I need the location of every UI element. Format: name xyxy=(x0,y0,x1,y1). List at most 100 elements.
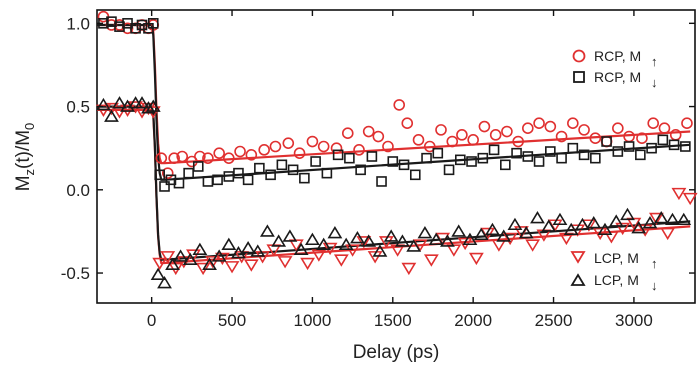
data-point xyxy=(647,117,660,130)
data-point xyxy=(623,130,635,143)
data-point xyxy=(202,176,214,187)
data-point xyxy=(597,222,613,236)
x-tick-label: 500 xyxy=(218,311,246,330)
data-point xyxy=(306,135,319,148)
data-point xyxy=(211,249,227,262)
data-point xyxy=(530,211,545,224)
data-point xyxy=(282,137,295,149)
axis-ticks: 0 500 1000 1500 2000 2500 3000 -0.5 0.0 0.5 1.0 xyxy=(61,10,695,330)
data-point xyxy=(462,232,478,246)
data-point xyxy=(642,216,658,229)
data-point xyxy=(96,104,111,117)
data-point xyxy=(518,226,534,239)
legend-label-rcp-up: RCP, M xyxy=(594,48,641,64)
data-point xyxy=(522,122,534,134)
data-point xyxy=(221,237,237,251)
data-point xyxy=(398,159,410,171)
data-point xyxy=(488,144,500,156)
data-point xyxy=(224,261,240,274)
data-point xyxy=(287,164,299,176)
y-axis-label-sub2: 0 xyxy=(22,123,37,130)
data-point xyxy=(182,252,198,266)
data-point xyxy=(552,212,568,226)
legend-arrow-up-icon: ↑ xyxy=(651,54,658,69)
data-point xyxy=(485,222,500,236)
data-point xyxy=(223,152,235,164)
data-point xyxy=(393,99,406,111)
data-point xyxy=(293,147,306,159)
legend-item-rcp-up: RCP, M ↑ xyxy=(572,48,658,69)
data-point xyxy=(362,125,375,138)
data-point xyxy=(507,217,523,231)
data-point xyxy=(316,237,332,251)
data-point xyxy=(173,249,189,262)
legend-marker-square xyxy=(573,71,585,83)
data-point xyxy=(525,239,541,252)
data-point xyxy=(160,251,176,264)
data-point xyxy=(533,156,545,167)
data-point xyxy=(567,142,579,154)
legend-upper: RCP, M ↑ RCP, M ↓ xyxy=(572,48,658,90)
data-point xyxy=(304,232,320,246)
data-point xyxy=(489,129,502,141)
data-point xyxy=(512,135,524,148)
data-point xyxy=(575,217,590,231)
data-point xyxy=(277,256,293,269)
data-point xyxy=(367,251,383,264)
y-axis-label-sub1: z xyxy=(22,169,37,176)
data-point xyxy=(533,117,545,130)
legend-arrow-down-icon: ↓ xyxy=(651,75,658,90)
data-point xyxy=(269,140,282,153)
data-point xyxy=(468,252,484,266)
data-point xyxy=(649,212,664,226)
data-point xyxy=(104,109,119,122)
data-point xyxy=(276,159,288,171)
data-point xyxy=(603,231,619,244)
legend-label-rcp-down: RCP, M xyxy=(594,69,641,85)
data-point xyxy=(327,226,343,239)
fit-line-3 xyxy=(97,108,691,265)
data-point xyxy=(165,174,177,186)
data-point xyxy=(417,226,433,239)
data-point xyxy=(383,229,399,242)
data-point xyxy=(601,136,612,147)
data-point xyxy=(501,125,513,138)
data-point xyxy=(317,140,330,153)
data-point xyxy=(165,257,180,271)
data-point xyxy=(631,221,647,234)
data-point xyxy=(330,142,343,154)
data-point xyxy=(255,251,270,264)
data-point xyxy=(491,239,507,252)
data-point xyxy=(401,117,414,130)
legend-arrow-down-icon: ↓ xyxy=(651,278,658,293)
data-point xyxy=(154,169,165,181)
data-point xyxy=(240,241,256,254)
data-point xyxy=(299,172,310,184)
data-point xyxy=(233,167,244,179)
data-point xyxy=(676,212,692,226)
data-point xyxy=(545,146,556,157)
data-point xyxy=(421,152,432,164)
series-4 xyxy=(96,96,692,289)
data-point xyxy=(682,192,698,206)
data-point xyxy=(159,181,170,192)
data-point xyxy=(567,117,579,130)
data-point xyxy=(155,152,168,164)
legend-marker-triangle-up xyxy=(570,273,586,286)
data-point xyxy=(271,234,287,247)
data-point xyxy=(157,275,172,289)
data-point xyxy=(332,149,344,161)
data-point xyxy=(467,134,479,146)
data-point xyxy=(259,224,275,237)
series-1 xyxy=(97,10,693,179)
data-point xyxy=(242,174,254,186)
legend-item-lcp-down: LCP, M ↓ xyxy=(570,272,658,293)
data-point xyxy=(586,216,602,229)
data-point xyxy=(378,236,394,249)
data-point xyxy=(671,187,687,201)
data-point xyxy=(443,164,455,176)
data-point xyxy=(168,152,180,164)
data-point xyxy=(350,231,365,244)
data-point xyxy=(345,244,361,257)
data-point xyxy=(141,101,156,114)
